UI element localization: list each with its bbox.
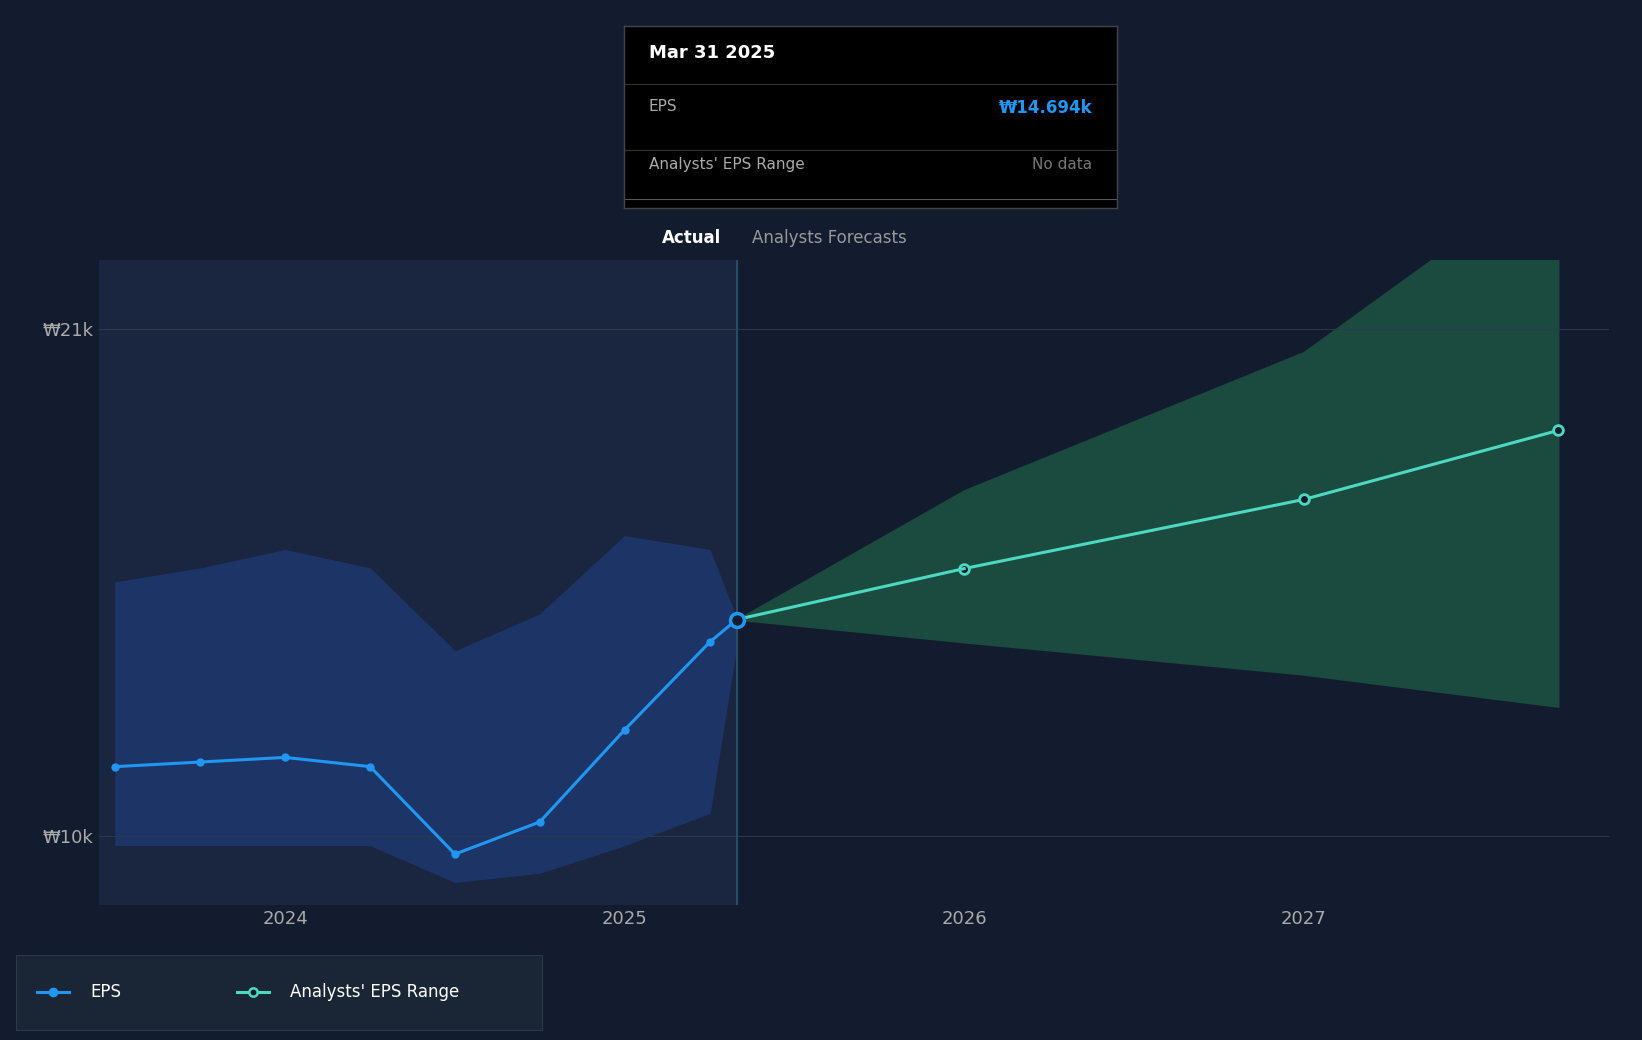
Text: Actual: Actual (662, 229, 721, 248)
Text: EPS: EPS (649, 99, 677, 113)
Text: Mar 31 2025: Mar 31 2025 (649, 44, 775, 62)
Text: ₩14.694k: ₩14.694k (998, 99, 1092, 116)
Text: EPS: EPS (90, 983, 122, 1002)
Bar (99, 260, 737, 905)
Text: Analysts Forecasts: Analysts Forecasts (752, 229, 906, 248)
Text: No data: No data (1031, 157, 1092, 172)
Text: Analysts' EPS Range: Analysts' EPS Range (289, 983, 458, 1002)
Text: Analysts' EPS Range: Analysts' EPS Range (649, 157, 805, 172)
